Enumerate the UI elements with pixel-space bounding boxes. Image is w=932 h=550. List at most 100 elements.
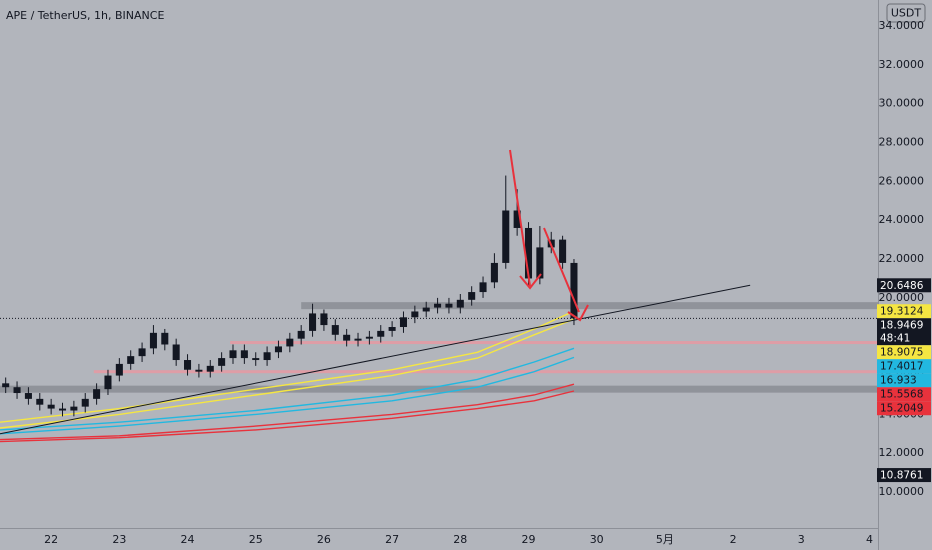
candle-body (365, 336, 373, 339)
moving-average (0, 310, 575, 423)
currency-label: USDT (891, 7, 922, 20)
candle-body (24, 393, 32, 399)
candle-body (149, 332, 157, 349)
moving-average (0, 383, 575, 441)
price-badge-label: 19.3124 (880, 306, 924, 318)
level-line (230, 341, 878, 345)
support-zone (0, 385, 878, 393)
drawings (509, 149, 589, 322)
x-tick-label: 25 (249, 533, 263, 546)
price-badge-label: 20.6486 (880, 280, 924, 292)
price-badge-label: 16.933 (880, 375, 917, 387)
candle-body (240, 350, 248, 359)
y-tick-label: 30.0000 (879, 97, 925, 110)
arrow-drawing (509, 149, 531, 287)
moving-average (0, 347, 575, 431)
candle-body (252, 358, 260, 361)
candle-body (218, 358, 226, 366)
currency-box[interactable] (886, 3, 926, 23)
candle-body (93, 389, 101, 399)
y-tick-label: 24.0000 (879, 213, 925, 226)
candle-body (274, 346, 282, 353)
candle-body (559, 239, 567, 263)
price-badge-label: 15.2049 (880, 403, 923, 415)
x-tick-label: 30 (590, 533, 604, 546)
countdown-label: 48:41 (880, 333, 910, 345)
candle-body (47, 404, 55, 409)
candle-body (70, 406, 78, 411)
candle-body (127, 356, 135, 364)
y-tick-label: 22.0000 (879, 252, 925, 265)
candle-body (320, 313, 328, 326)
candle-body (58, 408, 67, 411)
candle-body (502, 210, 510, 263)
x-tick-label: 29 (522, 533, 536, 546)
arrow-drawing (543, 227, 580, 313)
price-badge (877, 468, 931, 483)
candle-body (36, 398, 44, 405)
candle-body (343, 334, 351, 341)
candle-body (229, 350, 237, 359)
moving-average (0, 356, 575, 435)
candle-body (468, 292, 476, 300)
candle-body (479, 282, 487, 293)
price-badge-label: 15.5568 (880, 389, 923, 401)
candle-body (81, 398, 89, 407)
candle-body (138, 348, 146, 357)
x-tick-label: 24 (181, 533, 195, 546)
price-badge (877, 401, 931, 416)
candle-body (13, 387, 21, 394)
candle-body (399, 317, 408, 328)
y-tick-label: 10.0000 (879, 485, 925, 498)
price-badge-label: 18.9469 (880, 320, 923, 332)
candle-body (195, 369, 203, 372)
candle-body (354, 338, 362, 341)
price-badge-label: 10.8761 (880, 470, 923, 482)
price-badge (877, 318, 931, 346)
candle-body (536, 247, 544, 279)
x-tick-label: 27 (385, 533, 399, 546)
candle-body (422, 307, 430, 312)
moving-average (0, 318, 575, 429)
y-tick-label: 12.0000 (879, 446, 925, 459)
moving-average (0, 390, 575, 443)
price-badge-label: 17.4017 (880, 361, 923, 373)
price-badge (877, 304, 931, 319)
candle-body (434, 303, 442, 308)
price-badge-label: 18.9075 (880, 347, 923, 359)
candle-body (2, 383, 10, 388)
level-line (93, 370, 879, 374)
trendline (0, 284, 751, 435)
price-badge (877, 373, 931, 388)
y-tick-label: 34.0000 (879, 19, 925, 32)
support-zone (301, 302, 879, 310)
x-tick-label: 2 (730, 533, 737, 546)
candle-body (377, 330, 385, 337)
y-tick-label: 28.0000 (879, 136, 925, 149)
candle-body (104, 375, 112, 390)
candle-body (309, 313, 317, 331)
arrow-head (519, 273, 542, 290)
price-badge (877, 387, 931, 402)
candle-body (411, 311, 419, 318)
candle-body (297, 330, 305, 339)
price-badge (877, 359, 931, 374)
candle-body (286, 338, 294, 347)
candle-body (331, 325, 339, 335)
candle-body (206, 365, 214, 372)
candle-body (456, 299, 464, 308)
price-badge (877, 278, 931, 293)
y-tick-label: 26.0000 (879, 174, 925, 187)
candle-body (161, 332, 169, 345)
candle-body (263, 352, 271, 361)
arrow-head (567, 304, 589, 322)
candle-body (513, 210, 521, 228)
candle-body (172, 344, 180, 361)
x-tick-label: 28 (453, 533, 467, 546)
y-tick-label: 20.0000 (879, 291, 925, 304)
candle-body (445, 303, 453, 308)
x-tick-label: 26 (317, 533, 331, 546)
